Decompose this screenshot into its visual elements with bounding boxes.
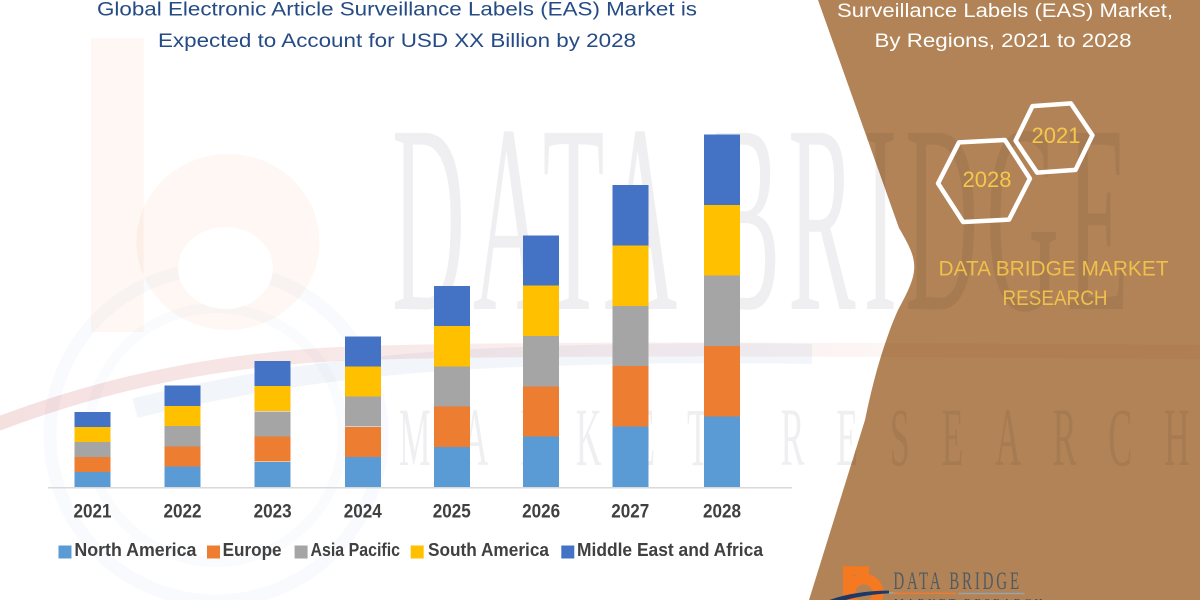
svg-text:Middle East and Africa: Middle East and Africa: [577, 540, 764, 560]
svg-text:2028: 2028: [703, 502, 741, 523]
svg-text:2024: 2024: [344, 502, 382, 523]
svg-text:MARKET RESEARCH: MARKET RESEARCH: [894, 597, 1045, 600]
svg-text:DATA BRIDGE: DATA BRIDGE: [893, 568, 1022, 595]
svg-text:South America: South America: [428, 540, 550, 560]
svg-text:North America: North America: [74, 540, 197, 560]
svg-text:2026: 2026: [522, 502, 560, 523]
svg-text:Europe: Europe: [223, 540, 282, 560]
svg-text:2028: 2028: [963, 167, 1012, 192]
svg-text:Global Electronic Article Surv: Global Electronic Article Surveillance L…: [97, 0, 697, 21]
svg-text:DATA BRIDGE: DATA BRIDGE: [392, 69, 1137, 367]
svg-text:2022: 2022: [164, 502, 202, 523]
svg-text:2021: 2021: [1032, 123, 1081, 148]
svg-text:RESEARCH: RESEARCH: [1003, 287, 1108, 310]
svg-text:Surveillance Labels (EAS) Mark: Surveillance Labels (EAS) Market,: [837, 1, 1173, 22]
svg-text:2021: 2021: [74, 502, 112, 523]
svg-text:2027: 2027: [611, 502, 649, 523]
svg-text:MARKET RESEARCH: MARKET RESEARCH: [399, 391, 1200, 483]
svg-text:Expected to Account for USD XX: Expected to Account for USD XX Billion b…: [158, 31, 636, 52]
svg-text:2023: 2023: [254, 502, 292, 523]
svg-text:DATA BRIDGE MARKET: DATA BRIDGE MARKET: [939, 258, 1169, 281]
svg-text:2025: 2025: [433, 502, 471, 523]
svg-text:Asia Pacific: Asia Pacific: [311, 540, 401, 560]
svg-text:By Regions, 2021 to 2028: By Regions, 2021 to 2028: [875, 31, 1132, 52]
